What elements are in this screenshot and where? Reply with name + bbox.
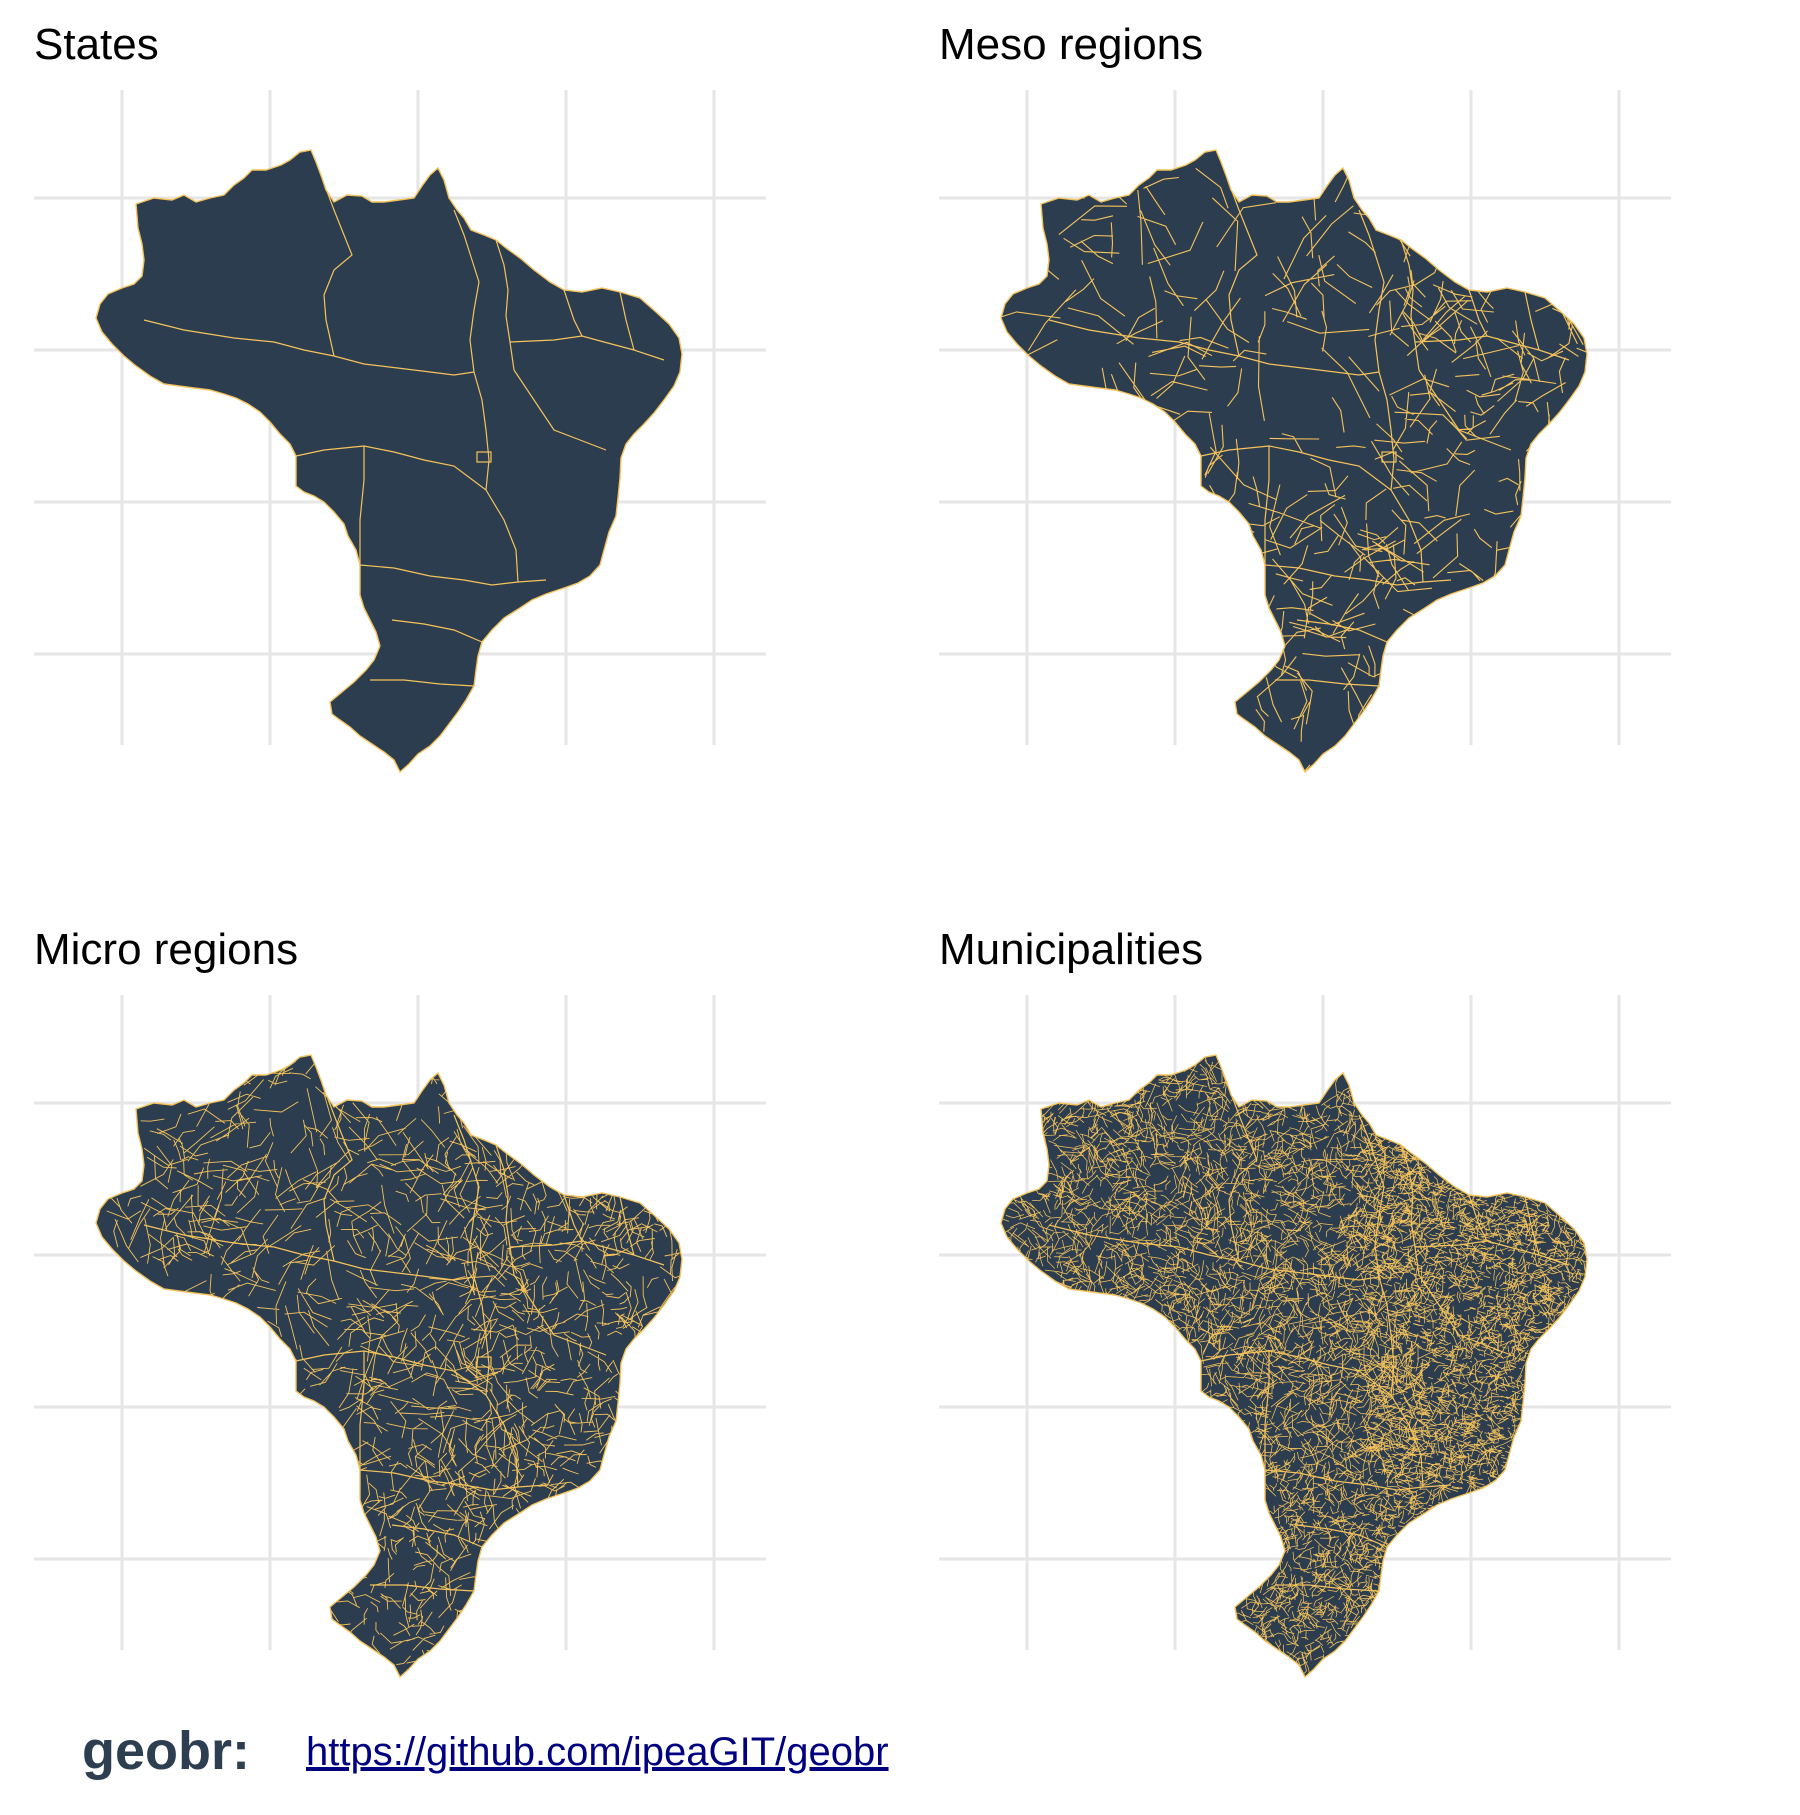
footer-link[interactable]: https://github.com/ipeaGIT/geobr (306, 1730, 889, 1774)
state-border (1200, 445, 1392, 491)
state-border (1524, 291, 1540, 351)
country-shape (1000, 149, 1588, 774)
panel-title: States (34, 20, 159, 69)
map-panel-micro-regions: Micro regions (34, 925, 914, 1815)
state-border (1358, 209, 1385, 373)
state-border (1296, 619, 1388, 643)
state-border (619, 291, 635, 351)
state-border (1400, 1144, 1420, 1276)
state-border (619, 1196, 635, 1256)
state-border (513, 1274, 607, 1356)
state-border (453, 1114, 480, 1278)
map-canvas (34, 90, 766, 774)
state-border (473, 371, 490, 491)
map-canvas (34, 995, 766, 1679)
map-canvas (939, 995, 1671, 1679)
state-border (295, 445, 487, 491)
state-border (1264, 446, 1270, 565)
country-shape (95, 149, 683, 774)
state-border (370, 679, 475, 687)
state-border (359, 1351, 365, 1470)
subregion-borders (96, 1055, 682, 1677)
state-border (1390, 489, 1424, 583)
state-border (513, 369, 607, 451)
state-border (1400, 239, 1420, 371)
map-panel-municipalities: Municipalities (939, 925, 1800, 1815)
state-border (321, 177, 353, 357)
municipality-borders-dense (1364, 1133, 1587, 1587)
state-border (391, 619, 483, 643)
state-border (391, 1524, 483, 1548)
state-border (1275, 679, 1380, 687)
state-border (1048, 319, 1380, 376)
footer-brand: geobr: (82, 1721, 250, 1781)
region-borders (96, 1055, 682, 1677)
state-border (1378, 371, 1395, 491)
map-panel-states: States (34, 20, 914, 910)
state-border (1468, 289, 1488, 337)
country-shape (1000, 1054, 1588, 1679)
federal-district-border (1381, 451, 1397, 463)
map-canvas (939, 90, 1671, 774)
panel-title: Micro regions (34, 925, 299, 974)
state-border (321, 1082, 353, 1262)
state-border (509, 335, 665, 361)
state-border (143, 319, 475, 376)
state-border (563, 1194, 583, 1242)
state-border (485, 489, 519, 583)
region-borders (143, 177, 665, 687)
region-borders (1001, 1055, 1587, 1677)
state-border (1226, 177, 1258, 357)
panel-title: Municipalities (939, 925, 1204, 974)
state-border (509, 1240, 665, 1266)
state-border (563, 289, 583, 337)
state-border (453, 209, 480, 373)
state-border (359, 446, 365, 565)
state-border (1264, 1351, 1270, 1470)
panel-title: Meso regions (939, 20, 1204, 69)
state-border (495, 239, 515, 371)
federal-district-border (476, 451, 492, 463)
state-border (1524, 1196, 1540, 1256)
map-panel-meso-regions: Meso regions (939, 20, 1800, 910)
